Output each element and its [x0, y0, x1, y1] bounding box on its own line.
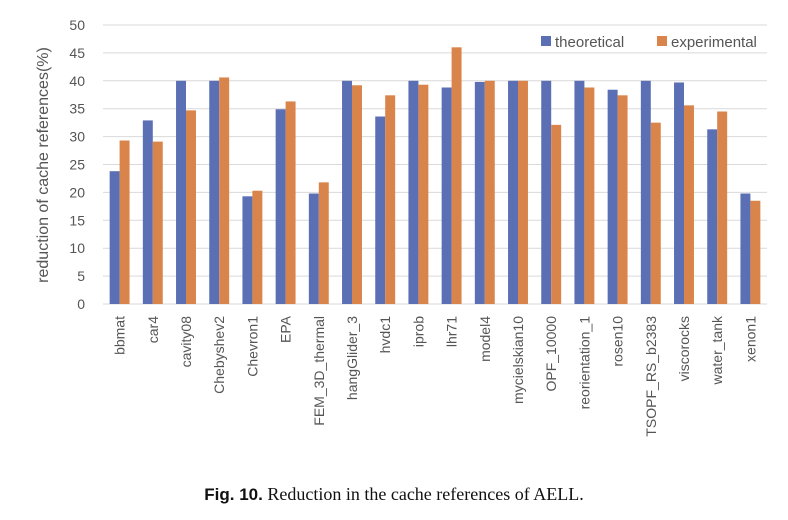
- bar-experimental-TSOPF_RS_b2383: [650, 122, 661, 305]
- bar-chart: reduction of cache references(%) 0 5 10 15 2…: [35, 17, 767, 437]
- bar-experimental-model4: [484, 80, 495, 304]
- x-tick-label: iprob: [410, 316, 426, 347]
- bar-experimental-OPF_10000: [551, 124, 562, 304]
- x-tick-label: model4: [477, 316, 493, 362]
- x-tick-labels: bbmat car4 cavity08 Chebyshev2 Chevron1 EPA FE…: [112, 315, 759, 437]
- legend-swatch-theoretical: [541, 36, 551, 46]
- bar-experimental-mycielskian10: [518, 80, 528, 304]
- bar-experimental-hangGlider_3: [352, 85, 362, 304]
- x-tick-label: cavity08: [178, 316, 194, 368]
- bars: [109, 47, 761, 305]
- x-tick-label: Chebyshev2: [211, 316, 227, 394]
- y-tick-label: 10: [69, 240, 85, 256]
- x-tick-label: reorientation_1: [576, 316, 592, 410]
- y-tick-label: 20: [69, 184, 85, 200]
- bar-theoretical-FEM_3D_thermal: [308, 193, 319, 304]
- bar-theoretical-reorientation_1: [574, 80, 585, 304]
- bar-theoretical-Chevron1: [242, 196, 253, 304]
- bar-experimental-cavity08: [186, 110, 196, 305]
- y-tick-label: 35: [69, 101, 85, 117]
- x-tick-label: EPA: [278, 315, 294, 343]
- bar-theoretical-xenon1: [740, 193, 751, 304]
- x-tick-label: xenon1: [742, 316, 758, 362]
- bar-theoretical-lhr71: [441, 87, 452, 304]
- x-tick-label: Chevron1: [244, 316, 260, 377]
- bar-theoretical-hangGlider_3: [342, 80, 352, 304]
- bar-theoretical-TSOPF_RS_b2383: [640, 80, 651, 304]
- y-axis-label: reduction of cache references(%): [35, 47, 52, 283]
- legend-label-theoretical: theoretical: [555, 34, 624, 51]
- bar-theoretical-EPA: [275, 109, 286, 305]
- bar-theoretical-model4: [474, 81, 485, 304]
- bar-experimental-FEM_3D_thermal: [318, 182, 329, 304]
- y-tick-label: 30: [69, 129, 85, 145]
- legend: theoretical experimental: [541, 34, 757, 51]
- x-tick-label: water_tank: [709, 315, 725, 385]
- bar-theoretical-rosen10: [607, 89, 618, 304]
- y-tick-label: 45: [69, 45, 85, 61]
- x-tick-label: FEM_3D_thermal: [311, 316, 327, 426]
- bar-theoretical-iprob: [408, 80, 419, 304]
- y-tick-label: 5: [77, 268, 85, 284]
- legend-label-experimental: experimental: [671, 34, 757, 51]
- x-tick-label: rosen10: [610, 316, 626, 367]
- bar-theoretical-cavity08: [176, 80, 186, 304]
- caption-label: Fig. 10.: [204, 485, 263, 504]
- bar-theoretical-Chebyshev2: [209, 80, 220, 304]
- y-tick-label: 25: [69, 157, 85, 173]
- y-tick-labels: 0 5 10 15 20 25 30 35 40 45 50: [69, 17, 85, 312]
- bar-experimental-Chevron1: [252, 190, 263, 304]
- bar-theoretical-water_tank: [707, 129, 718, 304]
- x-tick-label: OPF_10000: [543, 316, 559, 392]
- bar-experimental-xenon1: [750, 200, 761, 304]
- bar-theoretical-OPF_10000: [541, 80, 552, 304]
- bar-experimental-reorientation_1: [584, 87, 595, 304]
- y-tick-label: 15: [69, 212, 85, 228]
- x-tick-label: hvdc1: [377, 316, 393, 354]
- x-tick-label: mycielskian10: [510, 316, 526, 404]
- bar-theoretical-viscorocks: [674, 82, 684, 304]
- x-tick-label: TSOPF_RS_b2383: [643, 316, 659, 437]
- x-tick-label: bbmat: [112, 316, 128, 355]
- legend-swatch-experimental: [657, 36, 667, 46]
- bar-experimental-hvdc1: [385, 95, 396, 304]
- bar-theoretical-bbmat: [109, 171, 120, 304]
- x-tick-label: viscorocks: [676, 316, 692, 381]
- y-tick-label: 40: [69, 73, 85, 89]
- y-tick-label: 50: [69, 17, 85, 33]
- bar-experimental-lhr71: [451, 47, 462, 304]
- bar-experimental-iprob: [418, 84, 429, 305]
- figure-caption: Fig. 10. Reduction in the cache referenc…: [0, 484, 788, 505]
- y-tick-label: 0: [77, 296, 85, 312]
- bar-theoretical-car4: [142, 120, 153, 304]
- x-tick-label: lhr71: [444, 316, 460, 347]
- bar-theoretical-mycielskian10: [508, 80, 518, 304]
- caption-text: Reduction in the cache references of AEL…: [267, 484, 584, 504]
- bar-experimental-EPA: [285, 101, 296, 304]
- x-tick-label: hangGlider_3: [344, 316, 360, 400]
- gridlines: [103, 24, 767, 305]
- bar-theoretical-hvdc1: [375, 116, 386, 305]
- bar-experimental-Chebyshev2: [219, 77, 230, 305]
- x-tick-label: car4: [145, 316, 161, 343]
- bar-experimental-rosen10: [617, 95, 628, 304]
- bar-experimental-bbmat: [119, 140, 130, 304]
- bar-experimental-viscorocks: [684, 105, 694, 305]
- bar-experimental-car4: [152, 141, 163, 304]
- bar-experimental-water_tank: [717, 111, 728, 305]
